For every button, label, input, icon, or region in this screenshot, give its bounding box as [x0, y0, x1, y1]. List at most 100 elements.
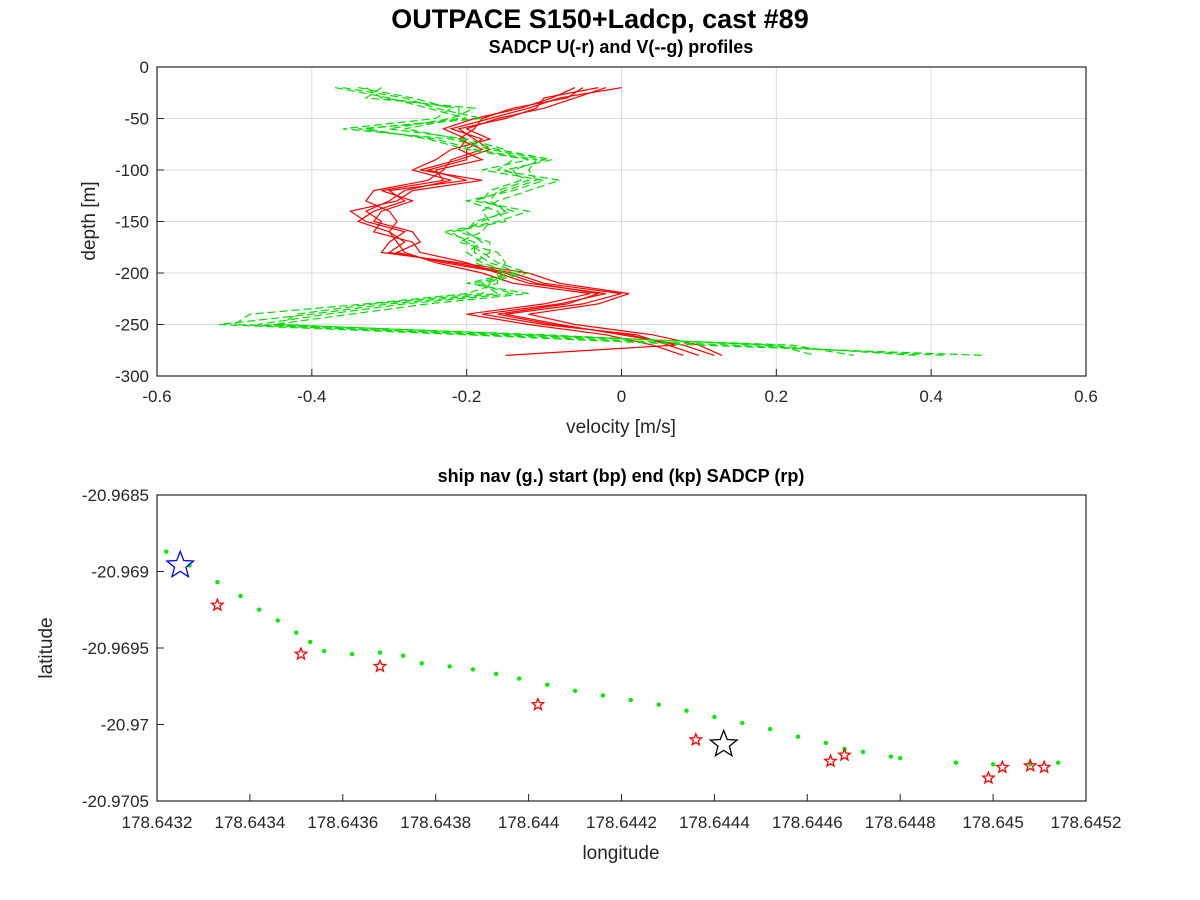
ship-nav-point	[767, 726, 773, 732]
nav-x-tick-label: 178.6452	[1051, 813, 1122, 832]
sadcp-star-marker	[209, 597, 225, 612]
profile-series	[218, 87, 986, 356]
nav-panel: ship nav (g.) start (bp) end (kp) SADCP …	[36, 466, 1121, 864]
ship-nav-point	[860, 749, 866, 755]
profile-x-tick-label: 0.6	[1074, 387, 1098, 406]
profile-x-tick-label: -0.2	[452, 387, 481, 406]
profile-x-tick-label: 0.4	[919, 387, 943, 406]
sadcp-star-marker	[530, 696, 546, 711]
ship-nav-point	[215, 580, 220, 585]
sadcp-star-marker	[994, 759, 1010, 774]
profile-y-tick-label: -150	[115, 213, 149, 232]
sadcp-star-marker	[688, 732, 704, 747]
ship-nav-point	[257, 607, 262, 612]
nav-x-tick-label: 178.6444	[679, 813, 750, 832]
ship-nav-point	[322, 648, 327, 654]
ship-nav-point	[377, 650, 383, 655]
ship-nav-point	[517, 676, 522, 681]
end-star-marker	[708, 728, 739, 758]
ship-nav-point	[164, 549, 169, 554]
ship-nav-point	[712, 714, 717, 720]
ship-nav-point	[187, 563, 192, 568]
nav-x-tick-label: 178.6434	[214, 813, 285, 832]
profile-y-tick-label: -100	[115, 161, 149, 180]
profile-x-tick-label: 0	[617, 387, 626, 406]
ship-nav-point	[275, 618, 280, 623]
profile-x-tick-label: -0.4	[297, 387, 326, 406]
nav-x-tick-label: 178.6448	[865, 813, 936, 832]
ship-nav-point	[419, 661, 424, 666]
sadcp-star-marker	[1022, 758, 1038, 773]
profile-y-tick-label: -50	[124, 110, 149, 129]
ship-nav-point	[898, 756, 903, 761]
figure-title: OUTPACE S150+Ladcp, cast #89	[391, 4, 808, 34]
sadcp-star-marker	[823, 753, 838, 768]
ship-nav-point	[740, 720, 745, 726]
sadcp-star-marker	[981, 770, 996, 785]
nav-start-end-markers	[165, 549, 739, 758]
v-profile-line	[279, 87, 816, 356]
v-profile-line	[257, 87, 947, 356]
sadcp-star-marker	[1036, 759, 1052, 774]
ship-nav-point	[349, 651, 355, 657]
ship-nav-point	[401, 653, 406, 658]
nav-y-tick-label: -20.9695	[82, 639, 149, 658]
nav-x-tick-label: 178.6432	[122, 813, 193, 832]
u-profile-line	[356, 87, 715, 356]
start-star-marker	[165, 549, 196, 579]
v-profile-line	[232, 87, 854, 356]
nav-x-tick-label: 178.6446	[772, 813, 843, 832]
ship-nav-point	[953, 760, 959, 765]
nav-y-axis-label: latitude	[36, 617, 57, 678]
nav-x-tick-label: 178.644	[498, 813, 559, 832]
profile-x-axis-label: velocity [m/s]	[566, 417, 676, 438]
profile-y-ticks: 0 -50 -100 -150 -200 -250 -300	[115, 58, 164, 386]
ship-nav-point	[238, 593, 243, 599]
nav-chart-title: ship nav (g.) start (bp) end (kp) SADCP …	[438, 466, 805, 486]
nav-y-ticks: -20.9685 -20.969 -20.9695 -20.97 -20.9705	[82, 486, 164, 811]
nav-plot-area	[157, 495, 1086, 801]
nav-x-tick-label: 178.6438	[400, 813, 471, 832]
profile-x-tick-label: 0.2	[765, 387, 789, 406]
ship-nav-point	[600, 693, 606, 698]
ship-nav-point	[823, 740, 829, 746]
profile-y-tick-label: -300	[115, 367, 149, 386]
nav-x-axis-label: longitude	[582, 843, 659, 864]
ship-nav-point	[308, 639, 313, 645]
nav-x-tick-label: 178.6436	[307, 813, 378, 832]
nav-x-tick-label: 178.6442	[586, 813, 657, 832]
u-profile-line	[372, 87, 676, 356]
nav-sadcp-points	[209, 597, 1052, 785]
ship-nav-point	[684, 708, 689, 713]
ship-nav-point	[795, 734, 801, 739]
ship-nav-point	[628, 697, 633, 703]
sadcp-star-marker	[293, 646, 309, 661]
nav-x-ticks: 178.6432 178.6434 178.6436 178.6438 178.644 1…	[122, 794, 1122, 832]
ship-nav-point	[888, 754, 894, 759]
nav-y-tick-label: -20.9685	[82, 486, 149, 505]
profile-panel: SADCP U(-r) and V(--g) profiles -0.6 -0.4…	[79, 37, 1098, 438]
ship-nav-point	[990, 762, 996, 767]
sadcp-star-marker	[372, 658, 388, 673]
v-profile-line	[273, 87, 916, 356]
profile-x-tick-label: -0.6	[142, 387, 171, 406]
nav-ship-track	[164, 549, 1061, 767]
profile-chart-title: SADCP U(-r) and V(--g) profiles	[489, 37, 754, 57]
sadcp-star-marker	[837, 747, 852, 762]
nav-y-tick-label: -20.9705	[82, 792, 149, 811]
ship-nav-point	[447, 664, 452, 669]
profile-y-axis-label: depth [m]	[79, 181, 100, 260]
u-profile-line	[365, 87, 684, 356]
profile-y-tick-label: 0	[140, 58, 149, 77]
profile-y-tick-label: -250	[115, 316, 149, 335]
nav-y-tick-label: -20.969	[91, 563, 149, 582]
nav-y-tick-label: -20.97	[101, 716, 149, 735]
profile-y-tick-label: -200	[115, 264, 149, 283]
u-profile-line	[364, 87, 700, 356]
u-profile-line	[348, 87, 723, 356]
ship-nav-point	[294, 630, 299, 635]
ship-nav-point	[470, 667, 476, 672]
ship-nav-point	[545, 682, 550, 687]
ship-nav-point	[572, 688, 578, 693]
